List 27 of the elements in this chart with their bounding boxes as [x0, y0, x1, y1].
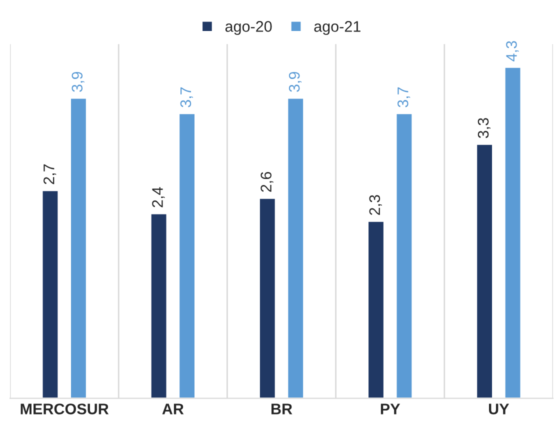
legend-label: ago-21	[314, 21, 360, 35]
bar	[258, 197, 276, 398]
bar	[41, 190, 60, 398]
bar	[70, 97, 88, 398]
data-label: 3,7	[397, 87, 410, 108]
data-label: 2,7	[44, 164, 56, 184]
data-label: 3,3	[478, 118, 490, 138]
data-label: 3,9	[288, 72, 302, 92]
x-tick-label: AR	[162, 404, 184, 414]
bar	[476, 144, 494, 398]
bar	[286, 97, 304, 398]
x-tick-label: BR	[272, 404, 292, 414]
data-label: 4,3	[506, 41, 519, 62]
data-label: 3,7	[180, 87, 193, 108]
x-tick-label: PY	[380, 404, 400, 414]
data-label: 3,9	[72, 72, 84, 92]
legend-label: ago-20	[225, 21, 272, 35]
bar	[504, 66, 522, 398]
data-label: 2,3	[369, 195, 382, 215]
x-tick-label: UY	[488, 404, 510, 414]
data-label: 2,6	[260, 172, 274, 192]
x-tick-label: MERCOSUR	[20, 404, 109, 414]
bar	[178, 112, 196, 398]
bar	[367, 220, 385, 398]
bar	[150, 212, 168, 398]
bar	[395, 112, 414, 398]
data-label: 2,4	[152, 187, 165, 208]
